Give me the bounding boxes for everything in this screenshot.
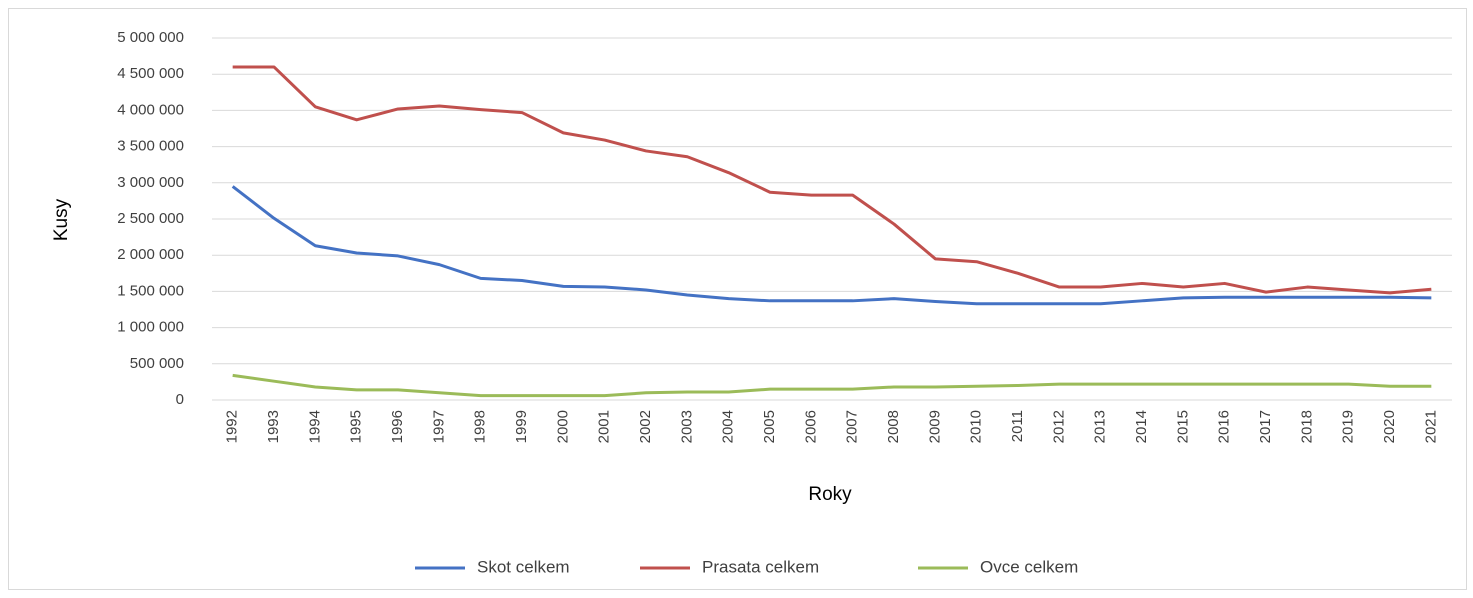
x-tick-label: 1997	[430, 410, 447, 443]
x-tick-label: 1998	[472, 410, 489, 443]
y-tick-label: 4 000 000	[117, 101, 184, 118]
x-tick-label: 1993	[265, 410, 282, 443]
x-tick-label: 2016	[1216, 410, 1233, 443]
x-tick-label: 2011	[1009, 410, 1026, 442]
y-tick-label: 500 000	[130, 355, 184, 372]
x-tick-label: 1999	[513, 410, 530, 443]
x-tick-label: 2006	[802, 410, 819, 443]
legend-label: Skot celkem	[477, 557, 570, 576]
y-tick-label: 0	[176, 391, 184, 408]
x-tick-label: 2014	[1133, 410, 1150, 443]
y-tick-label: 5 000 000	[117, 29, 184, 46]
x-tick-label: 2005	[761, 410, 778, 443]
x-tick-label: 2003	[678, 410, 695, 443]
line-series	[232, 65, 1432, 295]
x-tick-label: 2004	[720, 410, 737, 443]
x-tick-label: 2013	[1092, 410, 1109, 443]
x-tick-label: 2019	[1340, 410, 1357, 443]
x-tick-label: 2009	[926, 410, 943, 443]
y-tick-label: 3 500 000	[117, 138, 184, 155]
y-tick-label: 2 500 000	[117, 210, 184, 227]
x-tick-label: 1995	[348, 410, 365, 443]
x-tick-label: 2018	[1298, 410, 1315, 443]
legend-label: Prasata celkem	[702, 557, 819, 576]
y-tick-label: 1 500 000	[117, 282, 184, 299]
y-tick-label: 1 000 000	[117, 319, 184, 336]
x-tick-label: 2017	[1257, 410, 1274, 443]
y-axis-title: Kusy	[51, 198, 72, 241]
x-tick-label: 2012	[1050, 410, 1067, 443]
x-tick-label: 1994	[306, 410, 323, 443]
x-tick-label: 1992	[224, 410, 241, 443]
chart-frame	[8, 8, 1467, 590]
x-tick-label: 2007	[844, 410, 861, 443]
x-tick-label: 2021	[1422, 410, 1439, 443]
y-tick-label: 2 000 000	[117, 246, 184, 263]
y-tick-label: 3 000 000	[117, 174, 184, 191]
x-tick-label: 2020	[1381, 410, 1398, 443]
x-tick-label: 2010	[968, 410, 985, 443]
legend-label: Ovce celkem	[980, 557, 1078, 576]
x-tick-label: 2002	[637, 410, 654, 443]
x-tick-label: 2008	[885, 410, 902, 443]
x-tick-label: 2001	[596, 410, 613, 443]
line-series	[232, 373, 1432, 398]
line-series	[231, 185, 1432, 306]
y-tick-label: 4 500 000	[117, 65, 184, 82]
x-tick-label: 2015	[1174, 410, 1191, 443]
x-tick-label: 2000	[554, 410, 571, 443]
x-tick-label: 1996	[389, 410, 406, 443]
x-axis-title: Roky	[808, 484, 852, 505]
